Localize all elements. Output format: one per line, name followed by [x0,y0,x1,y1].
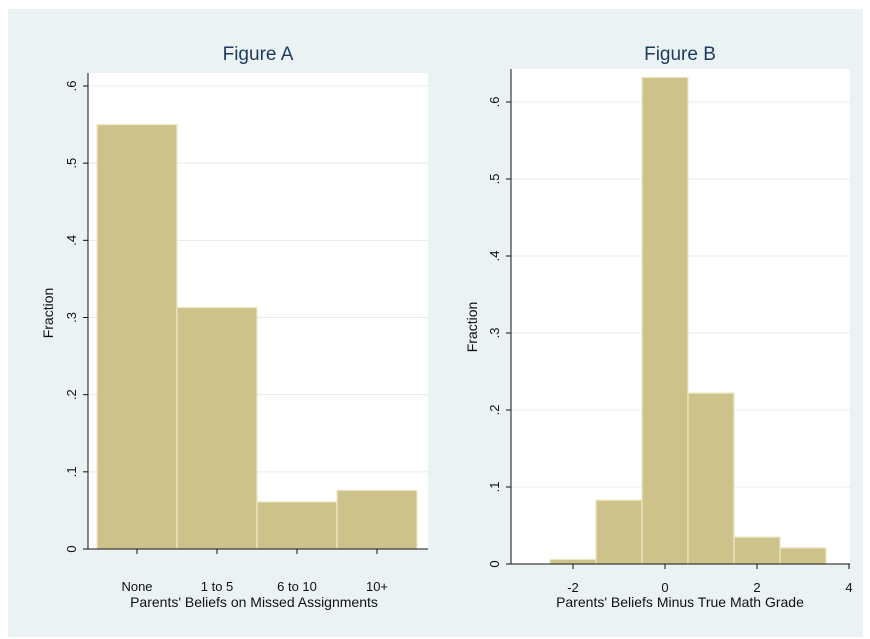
figure-a-x-ticks: None 1 to 5 6 to 10 10+ [121,549,388,594]
x-tick-label: 0 [661,580,668,595]
y-tick-label: .4 [64,235,79,246]
y-tick-label: .1 [64,466,79,477]
figure-a-y-ticks: 0 .1 .2 .3 .4 .5 .6 [64,81,88,553]
x-tick-label: 10+ [366,579,388,594]
y-tick-label: .6 [64,81,79,92]
x-tick-label: 1 to 5 [201,579,234,594]
x-tick-label: -2 [567,580,579,595]
figure-b-title: Figure B [644,44,716,65]
bar [687,392,735,565]
figure-b-bars [549,76,827,565]
charts-svg: 0 .1 .2 .3 .4 .5 .6 None 1 to 5 6 to 10 10+ Figur… [40,44,853,610]
figure-container: 0 .1 .2 .3 .4 .5 .6 None 1 to 5 6 to 10 10+ Figur… [8,9,863,637]
y-tick-label: .6 [487,97,502,108]
bar [733,536,781,565]
y-tick-label: .3 [64,312,79,323]
figure-b-panel: 0 .1 .2 .3 .4 .5 .6 -2 0 2 4 Figure B Parents' Be… [464,44,853,610]
figure-b-x-label: Parents' Beliefs Minus True Math Grade [556,594,804,610]
bar [779,547,827,565]
figure-a-panel: 0 .1 .2 .3 .4 .5 .6 None 1 to 5 6 to 10 10+ Figur… [40,44,428,610]
figure-a-y-label: Fraction [40,288,56,339]
y-tick-label: .5 [487,174,502,185]
x-tick-label: 4 [845,580,852,595]
bar [176,306,258,550]
bar [256,501,338,550]
y-tick-label: .3 [487,328,502,339]
figure-a-bars [96,123,418,550]
bar [595,499,643,565]
figure-a-x-label: Parents' Beliefs on Missed Assignments [130,594,378,610]
bar [641,76,689,565]
y-tick-label: 0 [64,545,79,552]
y-tick-label: .4 [487,251,502,262]
bar [549,558,597,565]
x-tick-label: None [121,579,152,594]
figure-b-x-ticks: -2 0 2 4 [567,564,853,595]
bar [336,489,418,550]
x-tick-label: 2 [753,580,760,595]
figure-b-y-ticks: 0 .1 .2 .3 .4 .5 .6 [487,97,511,568]
y-tick-label: 0 [487,560,502,567]
figure-b-y-label: Fraction [464,302,480,353]
y-tick-label: .2 [64,389,79,400]
y-tick-label: .2 [487,405,502,416]
y-tick-label: .1 [487,482,502,493]
x-tick-label: 6 to 10 [277,579,317,594]
bar [96,123,178,550]
figure-a-title: Figure A [223,44,294,65]
y-tick-label: .5 [64,158,79,169]
